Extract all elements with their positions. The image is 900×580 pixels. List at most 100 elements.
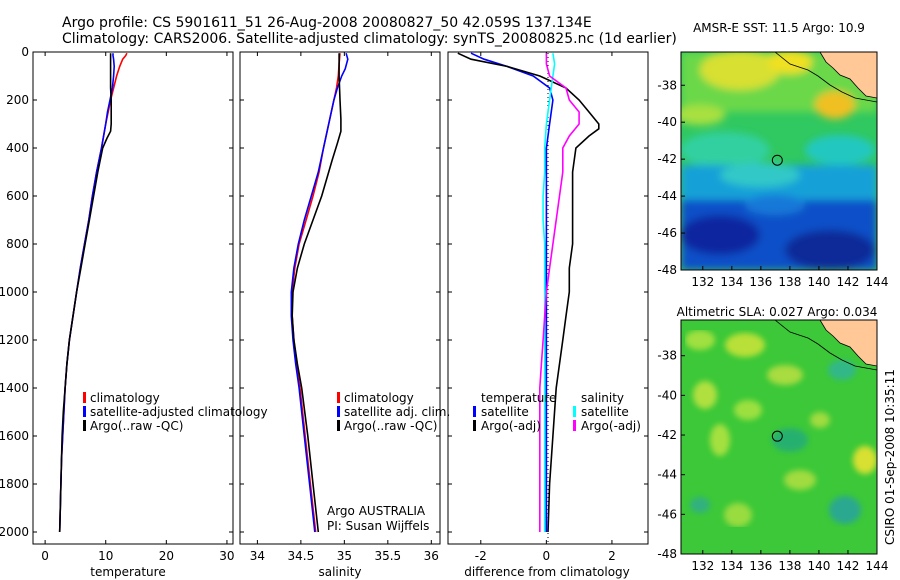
- difference-lines: [457, 52, 600, 533]
- x-tick-label: 10: [98, 549, 113, 563]
- temperature-lines: [58, 52, 128, 533]
- series-line-satellite-adjusted-climatology: [58, 53, 116, 533]
- map-y-tick-label: -44: [657, 468, 677, 482]
- legend-label-temp-argo: Argo(-adj): [481, 419, 541, 433]
- map-x-tick-label: 140: [807, 559, 830, 573]
- map-x-tick-label: 134: [720, 559, 743, 573]
- map-x-tick-label: 144: [866, 559, 889, 573]
- map-y-tick-label: -42: [657, 152, 677, 166]
- y-tick-label: 200: [6, 93, 29, 107]
- salinity-axes-frame: [239, 51, 441, 545]
- y-tick-label: 0: [21, 45, 29, 59]
- y-tick-label: 1600: [0, 429, 29, 443]
- salinity-ticks: 34 34.5 35 35.5 36: [240, 51, 440, 563]
- x-tick-label: 0: [543, 549, 551, 563]
- legend-label-temp-satellite: satellite: [481, 405, 529, 419]
- salinity-annotation-line1: Argo AUSTRALIA: [327, 504, 426, 518]
- map-x-tick-label: 142: [837, 275, 860, 289]
- sst-field: [681, 52, 877, 270]
- difference-xlabel: difference from climatology: [464, 565, 630, 579]
- sst-map: AMSR-E SST: 11.5 Argo: 10.9: [657, 21, 888, 289]
- legend-swatch-argo: [337, 420, 340, 431]
- sst-map-ticks: 132 134 136 138 140 142 144 -38 -40 -42 -44 -46 -48: [657, 78, 888, 289]
- legend-label-sal-argo: Argo(-adj): [581, 419, 641, 433]
- legend-swatch-temp-satellite: [473, 406, 476, 417]
- temperature-axes-frame: [32, 51, 234, 545]
- map-x-tick-label: 138: [778, 559, 801, 573]
- y-tick-label: 1200: [0, 333, 29, 347]
- legend-swatch-climatology: [337, 392, 340, 403]
- x-tick-label: -2: [475, 549, 487, 563]
- map-y-tick-label: -48: [657, 547, 677, 561]
- difference-panel: -2 0 2 difference from climatology tempera…: [447, 51, 649, 579]
- map-x-tick-label: 132: [691, 275, 714, 289]
- y-tick-label: 800: [6, 237, 29, 251]
- x-tick-label: 0: [41, 549, 49, 563]
- temperature-panel: 0 10 20 30 0 200 400 600 800 1000 1200 1400 1600 1800…: [0, 45, 268, 579]
- sst-map-title: AMSR-E SST: 11.5 Argo: 10.9: [693, 21, 865, 35]
- map-y-tick-label: -38: [657, 349, 677, 363]
- argo-position-marker: [771, 430, 783, 442]
- legend-swatch-satellite: [337, 406, 340, 417]
- x-tick-label: 2: [608, 549, 616, 563]
- y-tick-label: 1800: [0, 477, 29, 491]
- sla-map-frame: [680, 319, 878, 555]
- sla-field: [681, 320, 877, 554]
- x-tick-label: 34: [250, 549, 265, 563]
- sst-map-frame: [680, 51, 878, 271]
- x-tick-label: 35.5: [374, 549, 401, 563]
- legend-title-temperature: temperature: [481, 391, 556, 405]
- series-line-argo-adj-: [538, 53, 580, 532]
- map-y-tick-label: -38: [657, 78, 677, 92]
- map-y-tick-label: -44: [657, 189, 677, 203]
- salinity-xlabel: salinity: [318, 565, 361, 579]
- land-mask: [819, 320, 877, 367]
- y-tick-label: 400: [6, 141, 29, 155]
- y-tick-label: 600: [6, 189, 29, 203]
- map-x-tick-label: 140: [807, 275, 830, 289]
- legend-swatch-climatology: [83, 392, 86, 403]
- x-tick-label: 36: [424, 549, 439, 563]
- legend-swatch-sal-argo: [573, 420, 576, 431]
- difference-axes-frame: [447, 51, 649, 545]
- series-line-satellite: [470, 52, 554, 532]
- difference-ticks: -2 0 2: [448, 51, 648, 563]
- series-line-climatology: [58, 52, 128, 533]
- x-tick-label: 20: [159, 549, 174, 563]
- map-x-tick-label: 136: [749, 559, 772, 573]
- sla-map-title: Altimetric SLA: 0.027 Argo: 0.034: [677, 305, 878, 319]
- y-tick-label: 1400: [0, 381, 29, 395]
- map-x-tick-label: 136: [749, 275, 772, 289]
- map-y-tick-label: -42: [657, 428, 677, 442]
- timestamp-stamp: CSIRO 01-Sep-2008 10:35:11: [883, 369, 897, 545]
- argo-position-marker: [771, 154, 783, 166]
- series-line-climatology: [291, 53, 341, 533]
- map-y-tick-label: -40: [657, 388, 677, 402]
- temperature-xlabel: temperature: [90, 565, 165, 579]
- salinity-legend: climatology satellite adj. clim. Argo(..…: [327, 391, 450, 533]
- legend-label-sal-satellite: satellite: [581, 405, 629, 419]
- header-line1: Argo profile: CS 5901611_51 26-Aug-2008 …: [62, 15, 592, 31]
- map-y-tick-label: -40: [657, 115, 677, 129]
- shelf-contour: [774, 52, 877, 103]
- x-tick-label: 35: [337, 549, 352, 563]
- land-mask: [819, 52, 877, 99]
- legend-swatch-temp-argo: [473, 420, 476, 431]
- temperature-legend: climatology satellite-adjusted climatolo…: [83, 391, 268, 433]
- salinity-annotation-line2: PI: Susan Wijffels: [327, 519, 429, 533]
- series-line-argo-raw-qc-: [58, 53, 112, 533]
- shelf-contour: [774, 320, 877, 371]
- x-tick-label: 34.5: [288, 549, 315, 563]
- x-tick-label: 30: [219, 549, 234, 563]
- series-line-satellite: [542, 53, 556, 532]
- legend-label-argo: Argo(..raw -QC): [344, 419, 437, 433]
- legend-swatch-sal-satellite: [573, 406, 576, 417]
- series-line-argo-adj-: [457, 52, 600, 533]
- map-y-tick-label: -46: [657, 507, 677, 521]
- y-tick-label: 2000: [0, 525, 29, 539]
- legend-swatch-satellite: [83, 406, 86, 417]
- legend-label-climatology: climatology: [344, 391, 414, 405]
- legend-label-satellite: satellite-adjusted climatology: [90, 405, 268, 419]
- map-x-tick-label: 144: [866, 275, 889, 289]
